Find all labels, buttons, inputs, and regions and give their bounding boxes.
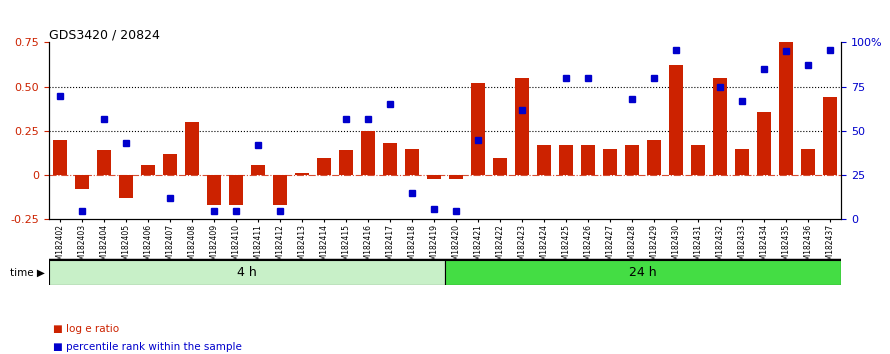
- Bar: [318, 158, 330, 175]
- Bar: [164, 154, 176, 175]
- Bar: [230, 175, 243, 205]
- Bar: [714, 78, 726, 175]
- Bar: [97, 150, 110, 175]
- Bar: [802, 149, 814, 175]
- Text: 4 h: 4 h: [237, 266, 257, 279]
- Bar: [295, 173, 309, 175]
- Bar: [560, 145, 572, 175]
- Bar: [626, 145, 639, 175]
- Bar: [735, 149, 748, 175]
- Text: GDS3420 / 20824: GDS3420 / 20824: [49, 28, 160, 41]
- Bar: [472, 83, 485, 175]
- Bar: [581, 145, 595, 175]
- Bar: [119, 175, 133, 198]
- Bar: [757, 112, 771, 175]
- Bar: [49, 260, 445, 285]
- Bar: [361, 131, 375, 175]
- Text: 24 h: 24 h: [629, 266, 657, 279]
- Bar: [142, 165, 155, 175]
- Bar: [76, 175, 89, 189]
- Text: time ▶: time ▶: [10, 268, 45, 278]
- Bar: [427, 175, 441, 179]
- Bar: [207, 175, 221, 205]
- Bar: [603, 149, 617, 175]
- Bar: [273, 175, 287, 205]
- Bar: [445, 260, 841, 285]
- Bar: [647, 140, 660, 175]
- Text: ■ log e ratio: ■ log e ratio: [53, 324, 119, 334]
- Bar: [692, 145, 705, 175]
- Bar: [780, 39, 793, 175]
- Bar: [53, 140, 67, 175]
- Text: ■ percentile rank within the sample: ■ percentile rank within the sample: [53, 342, 242, 352]
- Bar: [538, 145, 551, 175]
- Bar: [384, 143, 397, 175]
- Bar: [823, 97, 837, 175]
- Bar: [669, 65, 683, 175]
- Bar: [406, 149, 418, 175]
- Bar: [449, 175, 463, 179]
- Bar: [185, 122, 198, 175]
- Bar: [339, 150, 352, 175]
- Bar: [251, 165, 264, 175]
- Bar: [515, 78, 529, 175]
- Bar: [493, 158, 506, 175]
